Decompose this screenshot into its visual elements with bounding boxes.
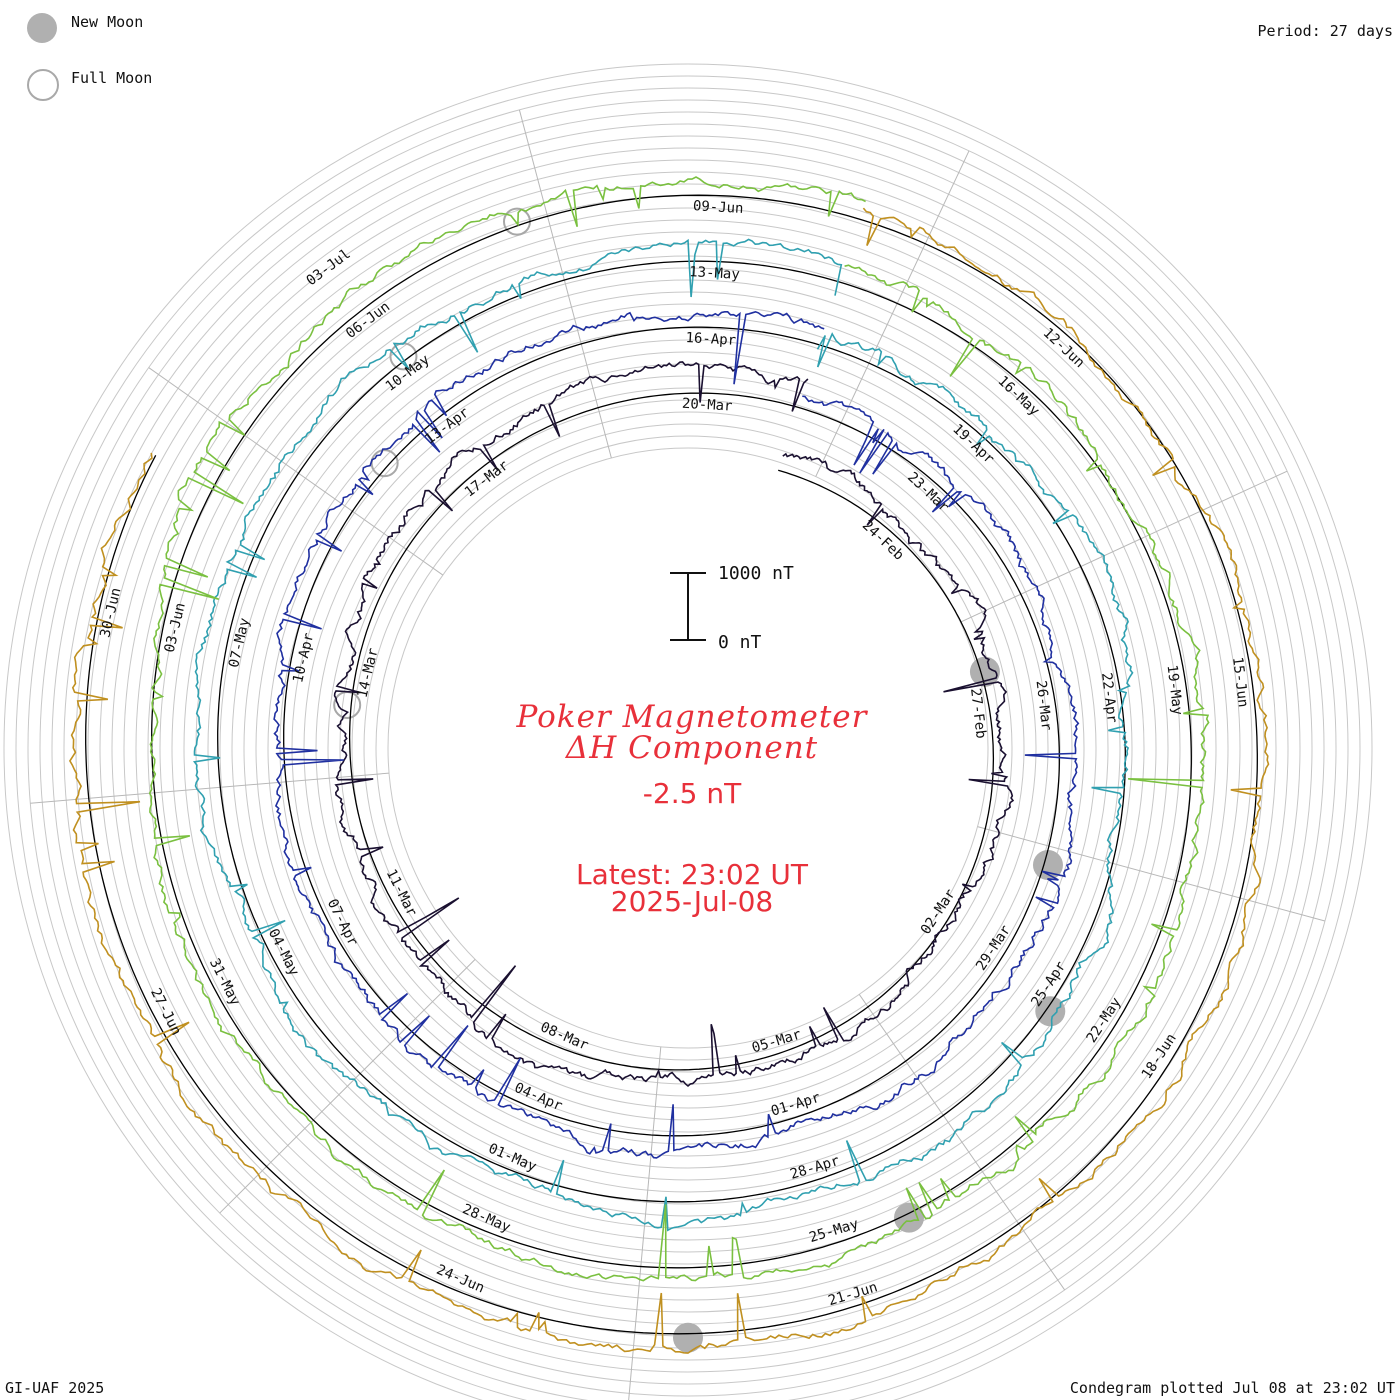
trace-turn-2 (273, 310, 1080, 1159)
date-label: 22-Apr (1098, 672, 1120, 724)
new-moon-marker (1032, 849, 1063, 880)
grid-ring (195, 255, 1181, 1241)
date-label: 13-May (689, 264, 740, 283)
data-layer (68, 176, 1270, 1354)
latest-time-label: Latest: 23:02 UT (576, 858, 809, 891)
date-label: 05-Mar (750, 1027, 803, 1057)
date-label: 26-Mar (1032, 680, 1054, 732)
grid-ring (207, 267, 1169, 1229)
scale-bottom-label: 0 nT (718, 632, 762, 653)
grid-ring (219, 279, 1157, 1217)
grid-ring (291, 351, 1085, 1145)
grid-ring (243, 303, 1133, 1193)
grid-ring (255, 315, 1121, 1181)
date-label: 24-Jun (434, 1262, 487, 1297)
grid-ring (327, 387, 1049, 1109)
grid-ring (3, 63, 1373, 1400)
date-label: 27-Feb (967, 687, 989, 739)
chart-title-line1: Poker Magnetometer (516, 699, 869, 735)
grid-spoke (628, 1046, 662, 1400)
date-label: 20-Mar (682, 396, 733, 415)
date-label: 16-Apr (685, 330, 736, 349)
spiral-layer (85, 194, 1258, 1335)
grid-spoke (30, 772, 390, 804)
grid-spoke (518, 109, 612, 459)
latest-date-label: 2025-Jul-08 (611, 885, 773, 918)
grid-spoke (219, 959, 476, 1214)
grid-ring (27, 87, 1349, 1400)
credit-label: GI-UAF 2025 (5, 1379, 105, 1397)
date-label: 19-May (1164, 664, 1186, 716)
grid-ring (387, 447, 989, 1049)
grid-spoke (858, 994, 1066, 1291)
date-label: 14-Mar (355, 647, 382, 700)
center-annotations: 1000 nT 0 nT Poker Magnetometer ΔH Compo… (516, 563, 869, 918)
grid-spoke (815, 150, 970, 477)
grid-ring (315, 375, 1061, 1121)
grid-spoke (148, 367, 444, 576)
grid-ring (51, 111, 1325, 1385)
trace-turn-1 (333, 361, 1015, 1088)
grid-layer (3, 63, 1373, 1400)
grid-ring (159, 219, 1217, 1277)
baseline-spiral (85, 194, 1258, 1335)
date-label: 28-Apr (788, 1153, 841, 1183)
trace-turn-5 (68, 207, 1270, 1354)
grid-ring (267, 327, 1109, 1169)
scale-top-label: 1000 nT (718, 563, 794, 584)
grid-ring (75, 135, 1301, 1361)
new-moon-marker (894, 1202, 925, 1233)
date-label: 30-Jun (97, 586, 124, 639)
new-moon-marker (1035, 996, 1066, 1027)
date-label: 15-Jun (1229, 656, 1251, 708)
date-label: 09-Jun (693, 198, 744, 217)
grid-spoke (977, 826, 1326, 922)
grid-ring (339, 399, 1037, 1097)
date-label: 07-May (226, 616, 253, 669)
grid-ring (135, 195, 1241, 1301)
full-moon-legend-icon (27, 69, 59, 101)
full-moon-marker (370, 449, 399, 478)
grid-ring (39, 99, 1337, 1397)
trace-turn-4 (148, 176, 1210, 1282)
moon-layer (333, 207, 1066, 1353)
trace-turn-3 (192, 238, 1134, 1232)
new-moon-legend-label: New Moon (71, 13, 144, 31)
new-moon-marker (673, 1322, 703, 1353)
grid-ring (147, 207, 1229, 1289)
new-moon-legend-icon (27, 13, 57, 43)
chart-title-line2: ΔH Component (565, 730, 818, 766)
grid-ring (375, 435, 1001, 1061)
full-moon-marker (502, 207, 531, 236)
grid-ring (351, 411, 1025, 1085)
full-moon-legend-label: Full Moon (71, 69, 153, 87)
grid-ring (171, 231, 1205, 1265)
date-label: 21-Jun (826, 1279, 879, 1309)
period-label: Period: 27 days (1257, 22, 1393, 40)
plotted-timestamp: Condegram plotted Jul 08 at 23:02 UT (1069, 1379, 1395, 1397)
grid-ring (123, 183, 1253, 1313)
grid-spoke (960, 470, 1288, 623)
grid-ring (363, 423, 1013, 1073)
grid-ring (231, 291, 1145, 1205)
date-label: 01-Apr (769, 1090, 822, 1120)
date-label: 01-May (486, 1141, 539, 1176)
grid-ring (63, 123, 1313, 1373)
date-label: 25-May (807, 1216, 860, 1246)
date-label: 28-May (460, 1201, 513, 1236)
grid-ring (15, 75, 1361, 1400)
latest-value: -2.5 nT (643, 777, 742, 810)
